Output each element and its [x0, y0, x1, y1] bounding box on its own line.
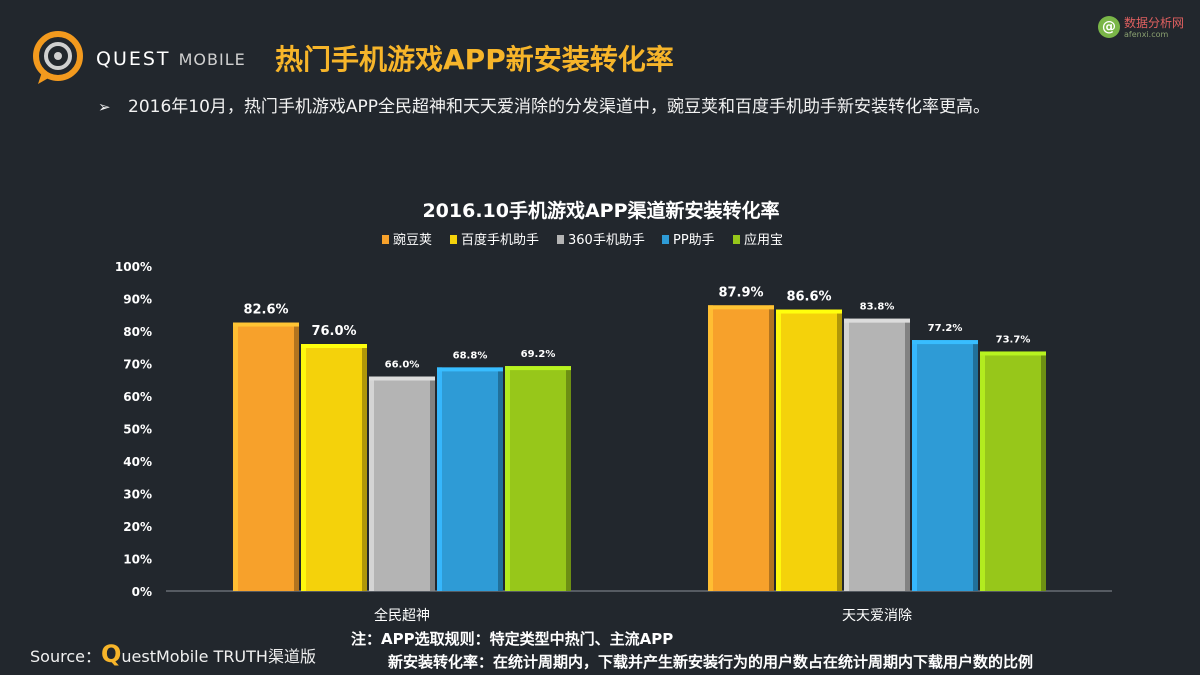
bar-top	[844, 318, 910, 323]
summary-bullet: ➢ 2016年10月，热门手机游戏APP全民超神和天天爱消除的分发渠道中，豌豆荚…	[98, 93, 1098, 122]
brand-sub: MOBILE	[178, 50, 246, 69]
bar-highlight	[301, 344, 306, 591]
bar-top	[369, 376, 435, 381]
data-label: 76.0%	[311, 324, 356, 339]
source-q-letter: Q	[100, 640, 122, 668]
bar-highlight	[505, 366, 510, 591]
bar-highlight	[980, 351, 985, 591]
data-label: 86.6%	[786, 290, 831, 305]
source-note: Source：QuestMobile TRUTH渠道版	[30, 640, 316, 668]
watermark-main: 数据分析网	[1123, 16, 1184, 30]
bar-shadow	[566, 366, 571, 591]
bar-shadow	[498, 367, 503, 591]
legend-swatch	[557, 235, 564, 244]
bar-top	[301, 344, 367, 348]
y-tick-label: 20%	[123, 520, 152, 534]
bar	[369, 376, 435, 591]
y-tick-label: 30%	[123, 488, 152, 502]
bar-top	[776, 309, 842, 314]
legend-label: 应用宝	[744, 232, 783, 248]
chart-legend: 豌豆荚 百度手机助手 360手机助手 PP助手 应用宝	[382, 232, 783, 248]
legend-swatch	[450, 235, 457, 244]
y-tick-label: 10%	[123, 553, 152, 567]
data-label: 73.7%	[996, 334, 1031, 345]
legend-swatch	[382, 235, 389, 244]
quest-mobile-logo-icon	[33, 31, 83, 84]
bar-top	[980, 351, 1046, 356]
x-tick-label: 全民超神	[374, 607, 430, 624]
bar-highlight	[844, 318, 849, 591]
bar-highlight	[437, 367, 442, 591]
bar-top	[233, 322, 299, 327]
note-line-1: 注：APP选取规则：特定类型中热门、主流APP	[351, 630, 674, 648]
page-title: 热门手机游戏APP新安装转化率	[275, 43, 674, 76]
x-tick-label: 天天爱消除	[842, 608, 912, 624]
watermark: @ 数据分析网 afenxi.com	[1097, 16, 1184, 40]
bar-highlight	[708, 305, 713, 591]
bar	[708, 305, 774, 591]
y-tick-label: 50%	[123, 423, 152, 437]
note-line-2: 新安装转化率：在统计周期内，下载并产生新安装行为的用户数占在统计周期内下载用户数…	[388, 653, 1034, 671]
y-tick-label: 60%	[123, 390, 152, 404]
bar-shadow	[362, 344, 367, 591]
bar-shadow	[430, 376, 435, 591]
bar	[912, 340, 978, 591]
bar	[980, 351, 1046, 591]
bar-highlight	[912, 340, 917, 591]
bar-shadow	[769, 305, 774, 591]
y-tick-label: 70%	[123, 358, 152, 372]
bar	[505, 366, 571, 591]
bar-highlight	[369, 376, 374, 591]
legend-label: 百度手机助手	[461, 232, 539, 248]
bar-highlight	[233, 322, 238, 591]
bar	[776, 309, 842, 591]
bar	[301, 344, 367, 591]
data-label: 66.0%	[385, 360, 420, 371]
bar	[844, 318, 910, 591]
bar-shadow	[973, 340, 978, 591]
bar	[437, 367, 503, 591]
legend-label: 豌豆荚	[393, 232, 432, 248]
y-tick-label: 0%	[132, 585, 152, 599]
data-label: 87.9%	[718, 285, 763, 300]
bar-shadow	[837, 309, 842, 591]
chart-bars: 82.6% 76.0% 66.0% 68.8% 69.2% 全民超神 87.9% 86.6% 8…	[233, 285, 1046, 624]
legend-swatch	[733, 235, 740, 244]
summary-text: 2016年10月，热门手机游戏APP全民超神和天天爱消除的分发渠道中，豌豆荚和百…	[128, 97, 991, 117]
data-label: 68.8%	[453, 350, 488, 361]
bar-highlight	[776, 309, 781, 591]
brand-name: QUEST MOBILE	[96, 48, 246, 70]
watermark-sub: afenxi.com	[1123, 30, 1169, 39]
legend-swatch	[662, 235, 669, 244]
source-name: uestMobile TRUTH渠道版	[121, 647, 316, 666]
bar-shadow	[294, 322, 299, 591]
data-label: 77.2%	[928, 323, 963, 334]
legend-label: PP助手	[673, 233, 715, 248]
bar-top	[912, 340, 978, 345]
legend-label: 360手机助手	[568, 233, 645, 248]
bullet-arrow-icon: ➢	[98, 98, 111, 116]
data-label: 83.8%	[860, 302, 895, 313]
watermark-at-icon: @	[1097, 16, 1120, 38]
bar-shadow	[1041, 351, 1046, 591]
bar	[233, 322, 299, 591]
brand-main: QUEST	[96, 48, 171, 70]
y-tick-label: 90%	[123, 293, 152, 307]
source-prefix: Source：	[30, 647, 101, 666]
bar-top	[708, 305, 774, 310]
bar-top	[505, 366, 571, 371]
data-label: 82.6%	[243, 303, 288, 318]
y-tick-label: 40%	[123, 455, 152, 469]
bar-top	[437, 367, 503, 372]
y-tick-label: 100%	[115, 260, 152, 274]
y-tick-label: 80%	[123, 325, 152, 339]
chart-title: 2016.10手机游戏APP渠道新安装转化率	[422, 199, 779, 222]
data-label: 69.2%	[521, 349, 556, 360]
bar-shadow	[905, 318, 910, 591]
